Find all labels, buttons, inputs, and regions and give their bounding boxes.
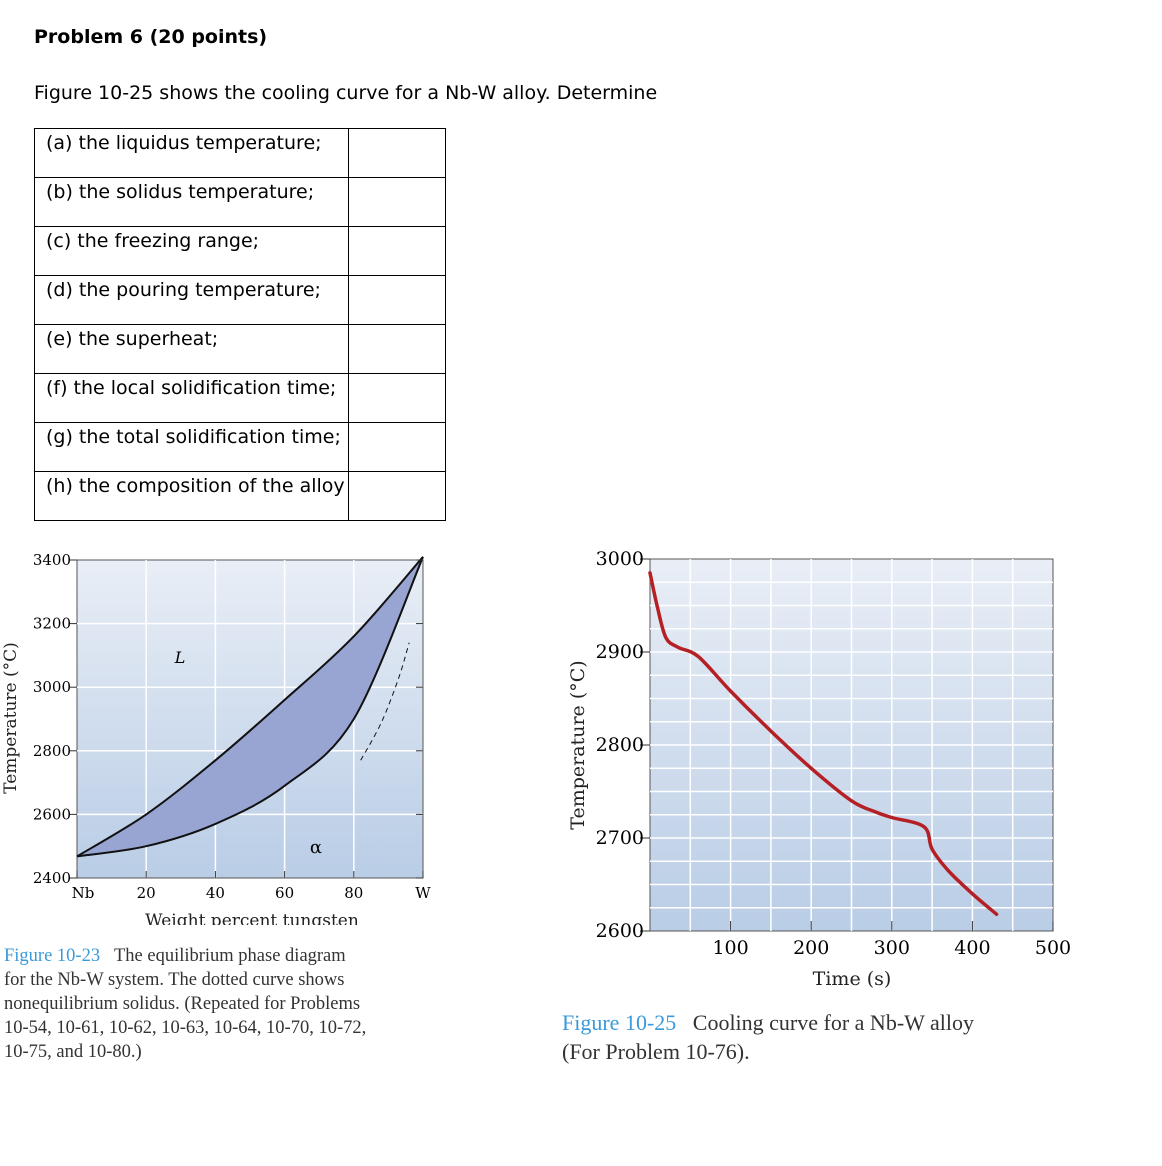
question-label: (g) the total solidification time; — [34, 422, 349, 472]
table-row: (e) the superheat; — [34, 324, 446, 374]
caption-line: The equilibrium phase diagram — [113, 946, 346, 966]
x-axis-label: Time (s) — [813, 968, 892, 990]
table-row: (h) the composition of the alloy — [34, 471, 446, 521]
y-tick-label: 2600 — [596, 920, 644, 942]
y-tick-label: 2700 — [596, 827, 644, 849]
figure-caption-10-23: Figure 10-23 The equilibrium phase diagr… — [4, 944, 366, 1064]
y-tick-label: 2800 — [596, 734, 644, 756]
question-label: (c) the freezing range; — [34, 226, 349, 276]
phase-diagram-chart: 3400 3200 3000 2800 2600 2400 Nb 20 40 60 80 W L α… — [1, 551, 431, 925]
question-label: (a) the liquidus temperature; — [34, 128, 349, 178]
answer-cell[interactable] — [348, 177, 446, 227]
grid-lines — [650, 559, 1053, 931]
answer-cell[interactable] — [348, 275, 446, 325]
y-tick-label: 3400 — [33, 551, 71, 569]
x-tick-label: 200 — [793, 937, 829, 959]
x-tick-label: W — [415, 884, 431, 902]
answer-cell[interactable] — [348, 128, 446, 178]
questions-table: (a) the liquidus temperature; (b) the so… — [34, 128, 446, 521]
y-tick-label: 3000 — [596, 548, 644, 570]
y-tick-label: 3000 — [33, 678, 71, 696]
answer-cell[interactable] — [348, 422, 446, 472]
caption-line: (For Problem 10-76). — [562, 1039, 750, 1064]
table-row: (g) the total solidification time; — [34, 422, 446, 472]
cooling-curve-line — [648, 571, 999, 917]
problem-title: Problem 6 (20 points) — [34, 26, 268, 48]
x-tick-label: 300 — [874, 937, 910, 959]
answer-cell[interactable] — [348, 324, 446, 374]
caption-line: for the Nb-W system. The dotted curve sh… — [4, 970, 345, 990]
solidus-line — [76, 556, 424, 858]
x-tick-label: 20 — [137, 884, 156, 902]
x-axis-label: Weight percent tungsten — [145, 911, 359, 925]
question-label: (h) the composition of the alloy — [34, 471, 349, 521]
figure-number: Figure 10-23 — [4, 946, 101, 966]
table-row: (a) the liquidus temperature; — [34, 128, 446, 178]
figure-number: Figure 10-25 — [562, 1010, 677, 1035]
table-row: (c) the freezing range; — [34, 226, 446, 276]
two-phase-region — [77, 556, 423, 857]
x-tick-label: 80 — [344, 884, 363, 902]
question-label: (d) the pouring temperature; — [34, 275, 349, 325]
answer-cell[interactable] — [348, 373, 446, 423]
y-tick-label: 2400 — [33, 869, 71, 887]
region-label-alpha: α — [310, 837, 322, 858]
caption-line: 10-54, 10-61, 10-62, 10-63, 10-64, 10-70… — [4, 1018, 367, 1038]
x-tick-label: 100 — [712, 937, 748, 959]
caption-line: 10-75, and 10-80.) — [4, 1042, 142, 1062]
answer-cell[interactable] — [348, 471, 446, 521]
y-tick-label: 2600 — [33, 805, 71, 823]
caption-line: Cooling curve for a Nb-W alloy — [692, 1010, 975, 1035]
region-label-liquid: L — [174, 648, 186, 667]
question-label: (e) the superheat; — [34, 324, 349, 374]
x-tick-label: 500 — [1035, 937, 1071, 959]
x-tick-label: 60 — [275, 884, 294, 902]
y-axis-label: Temperature (°C) — [567, 660, 589, 829]
cooling-curve-chart: 3000 2900 2800 2700 2600 100 200 300 400 500 Tim… — [567, 548, 1071, 990]
y-axis-label: Temperature (°C) — [1, 642, 21, 794]
problem-intro: Figure 10-25 shows the cooling curve for… — [34, 82, 658, 104]
answer-cell[interactable] — [348, 226, 446, 276]
table-row: (d) the pouring temperature; — [34, 275, 446, 325]
x-tick-label: 400 — [954, 937, 990, 959]
question-label: (f) the local solidification time; — [34, 373, 349, 423]
table-row: (f) the local solidification time; — [34, 373, 446, 423]
y-tick-label: 3200 — [33, 615, 71, 633]
x-tick-label: 40 — [206, 884, 225, 902]
figure-caption-10-25: Figure 10-25 Cooling curve for a Nb-W al… — [562, 1008, 974, 1066]
question-label: (b) the solidus temperature; — [34, 177, 349, 227]
y-tick-label: 2900 — [596, 641, 644, 663]
table-row: (b) the solidus temperature; — [34, 177, 446, 227]
liquidus-line — [76, 556, 424, 858]
nonequilibrium-solidus-line — [360, 642, 410, 761]
caption-line: nonequilibrium solidus. (Repeated for Pr… — [4, 994, 361, 1014]
y-tick-label: 2800 — [33, 742, 71, 760]
x-tick-label: Nb — [72, 884, 95, 902]
